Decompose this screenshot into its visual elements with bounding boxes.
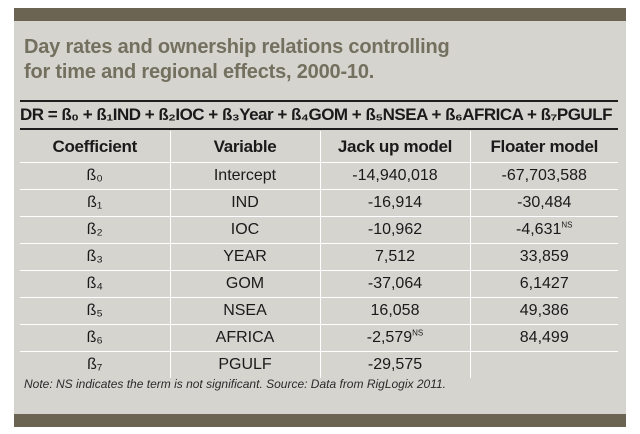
jackup-value-cell: -16,914 [319,189,470,217]
coefficient-cell: ß₇ [20,351,170,378]
variable-cell: YEAR [169,243,320,271]
coefficient-cell-text: ß₂ [86,221,103,238]
coefficients-table: Coefficient Variable Jack up model Float… [20,131,618,378]
coefficient-cell-text: ß₇ [87,356,103,373]
top-frame-bar [14,8,626,21]
title-line: Day rates and ownership relations contro… [24,36,450,58]
table-row: ß₄ GOM -37,064 6,1427 [20,270,618,298]
table-row: ß₇ PGULF -29,575 [20,351,618,378]
significance-marker: NS [561,220,573,230]
jackup-value-cell: -10,962 [319,216,470,244]
table-row: ß₁ IND -16,914 -30,484 [20,189,618,217]
variable-cell: Intercept [169,162,320,190]
floater-value-cell: -4,631NS [469,216,618,244]
coefficient-cell-text: ß₁ [87,194,103,211]
coefficient-cell: ß₀ [20,162,170,190]
table-row: ß₀ Intercept -14,940,018 -67,703,588 [20,162,618,190]
jackup-value-cell: -14,940,018 [319,162,470,190]
floater-value-cell-text: 33,859 [519,248,569,265]
variable-cell: IND [169,189,320,217]
jackup-value-cell-text: -37,064 [367,275,423,292]
table-panel: Day rates and ownership relations contro… [14,21,626,414]
coefficient-cell-text: ß₀ [86,167,103,184]
jackup-value-cell-text: -16,914 [367,194,423,211]
variable-cell: GOM [169,270,320,298]
bottom-frame-bar [14,414,626,427]
coefficient-cell: ß₅ [20,297,170,325]
variable-cell: PGULF [169,351,320,378]
table-row: ß₂ IOC -10,962 -4,631NS [20,216,618,244]
jackup-value-cell-text: 16,058 [370,302,420,319]
floater-value-cell-text: -30,484 [517,194,572,211]
variable-cell: IOC [169,216,320,244]
variable-cell-text: PGULF [218,356,272,373]
table-row: ß₃ YEAR 7,512 33,859 [20,243,618,271]
floater-value-cell: -30,484 [469,189,618,217]
equation-text: DR = ß₀ + ß₁IND + ß₂IOC + ß₃Year + ß₄GOM… [20,105,612,124]
floater-value-cell-text: 6,1427 [519,275,569,292]
jackup-value-cell: -37,064 [319,270,470,298]
coefficient-cell: ß₂ [20,216,170,244]
header-coefficient: Coefficient [52,136,138,156]
table-note: Note: NS indicates the term is not signi… [24,377,446,391]
jackup-value-cell: -2,579NS [319,324,470,352]
table-row: ß₆ AFRICA -2,579NS 84,499 [20,324,618,352]
floater-value-cell: 49,386 [469,297,618,325]
variable-cell: NSEA [169,297,320,325]
variable-cell-text: GOM [225,275,265,292]
jackup-value-cell-text: -10,962 [367,221,423,238]
coefficient-cell-text: ß₆ [86,329,103,346]
floater-value-cell: 33,859 [469,243,618,271]
jackup-value-cell-text: -14,940,018 [352,167,438,184]
header-floater-model: Floater model [469,131,618,163]
floater-value-cell: -67,703,588 [469,162,618,190]
floater-value-cell-text: 84,499 [519,329,569,346]
floater-value-cell-text: 49,386 [519,302,569,319]
jackup-value-cell-text: 7,512 [374,248,416,265]
jackup-value-cell: 16,058 [319,297,470,325]
jackup-value-cell: 7,512 [319,243,470,271]
jackup-value-cell: -29,575 [319,351,470,378]
regression-equation: DR = ß₀ + ß₁IND + ß₂IOC + ß₃Year + ß₄GOM… [20,100,618,130]
variable-cell-text: Intercept [213,167,277,184]
coefficient-cell: ß₃ [20,243,170,271]
header-variable: Variable [169,131,320,163]
floater-value-cell-text: -67,703,588 [501,167,587,184]
variable-cell-text: IND [231,194,259,211]
coefficient-cell: ß₁ [20,189,170,217]
coefficient-cell-text: ß₄ [86,275,103,292]
variable-cell: AFRICA [169,324,320,352]
variable-cell-text: IOC [230,221,260,238]
variable-cell-text: YEAR [223,248,267,265]
variable-cell-text: AFRICA [215,329,275,346]
jackup-value-cell-text: -2,579 [366,329,413,346]
significance-marker: NS [412,328,424,338]
coefficient-cell: ß₄ [20,270,170,298]
floater-value-cell: 84,499 [469,324,618,352]
coefficient-cell: ß₆ [20,324,170,352]
floater-value-cell: 6,1427 [469,270,618,298]
title-line: for time and regional effects, 2000-10. [24,61,375,83]
header-jackup-model: Jack up model [319,131,470,163]
table-title: Day rates and ownership relations contro… [24,35,604,85]
coefficient-cell-text: ß₅ [86,302,103,319]
table-row: ß₅ NSEA 16,058 49,386 [20,297,618,325]
jackup-value-cell-text: -29,575 [367,356,423,373]
floater-value-cell [469,351,618,378]
variable-cell-text: NSEA [223,302,267,319]
table-header-row: Coefficient Variable Jack up model Float… [20,131,618,163]
floater-value-cell-text: -4,631 [516,221,562,238]
table-body: ß₀ Intercept -14,940,018 -67,703,588 ß₁ IND -1… [20,162,618,378]
coefficient-cell-text: ß₃ [86,248,103,265]
